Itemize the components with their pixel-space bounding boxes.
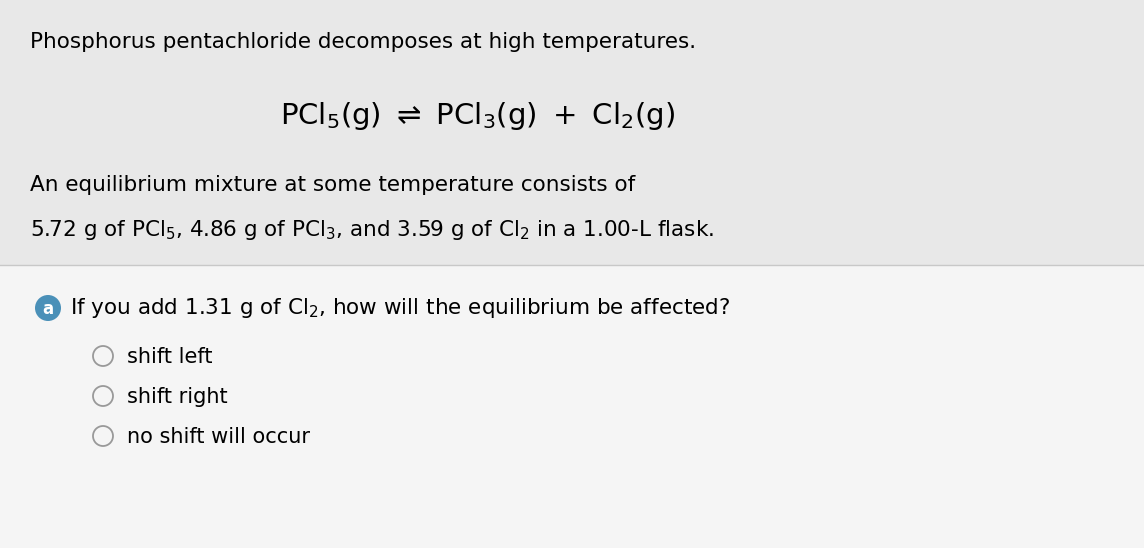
Text: 5.72 g of $\mathrm{PCl_5}$, 4.86 g of $\mathrm{PCl_3}$, and 3.59 g of $\mathrm{C: 5.72 g of $\mathrm{PCl_5}$, 4.86 g of $\… xyxy=(30,218,714,242)
Text: no shift will occur: no shift will occur xyxy=(127,427,310,447)
Text: Phosphorus pentachloride decomposes at high temperatures.: Phosphorus pentachloride decomposes at h… xyxy=(30,32,697,52)
Text: a: a xyxy=(42,300,54,318)
FancyBboxPatch shape xyxy=(0,265,1144,548)
Text: An equilibrium mixture at some temperature consists of: An equilibrium mixture at some temperatu… xyxy=(30,175,635,195)
Circle shape xyxy=(35,295,61,321)
FancyBboxPatch shape xyxy=(0,0,1144,265)
Text: shift right: shift right xyxy=(127,387,228,407)
Text: $\mathrm{PCl_5(g)}\ \rightleftharpoons\ \mathrm{PCl_3(g)}\ +\ \mathrm{Cl_2(g)}$: $\mathrm{PCl_5(g)}\ \rightleftharpoons\ … xyxy=(280,100,675,132)
Text: If you add 1.31 g of $\mathrm{Cl_2}$, how will the equilibrium be affected?: If you add 1.31 g of $\mathrm{Cl_2}$, ho… xyxy=(70,296,730,320)
Text: shift left: shift left xyxy=(127,347,213,367)
